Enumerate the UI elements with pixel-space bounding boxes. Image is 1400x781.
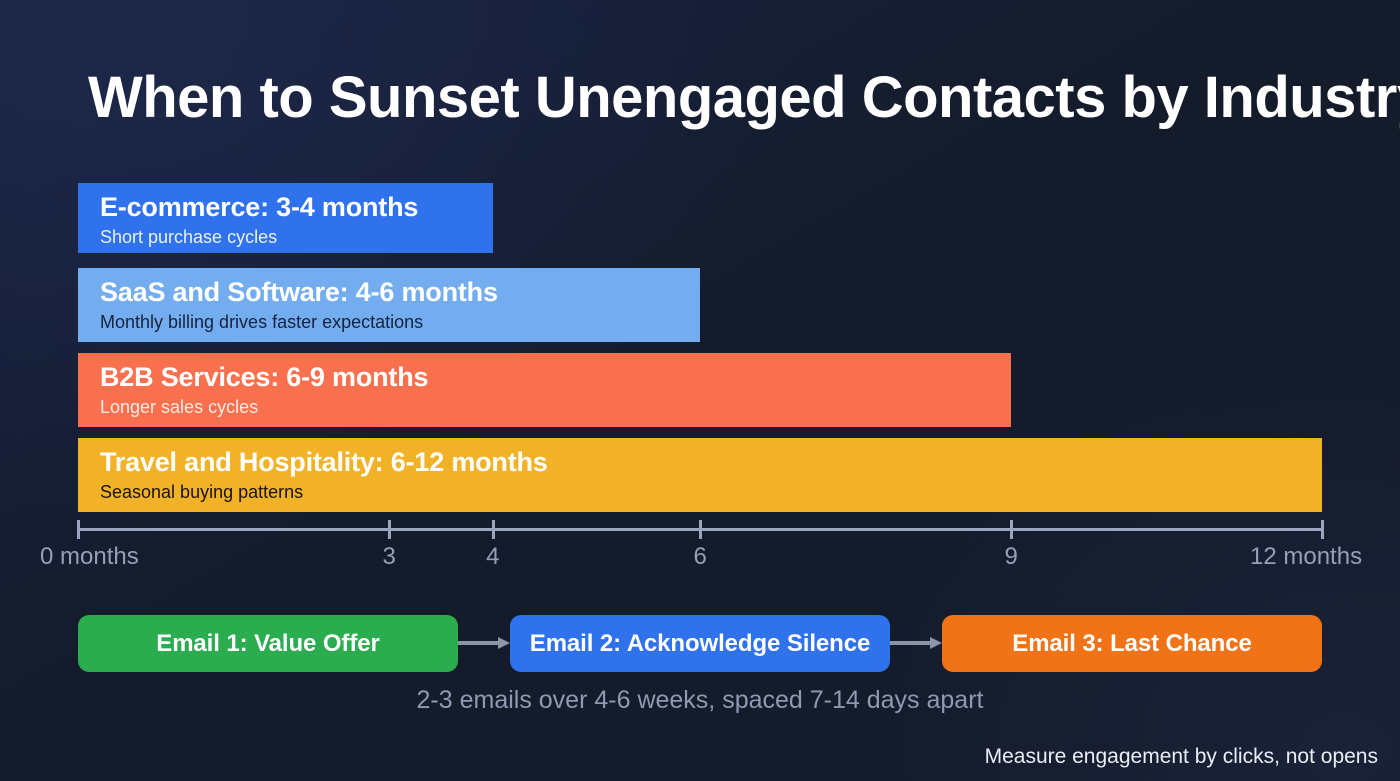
industry-bar-sublabel: Monthly billing drives faster expectatio… [100, 311, 424, 332]
footnote: Measure engagement by clicks, not opens [984, 745, 1378, 768]
timeline-axis [77, 520, 1324, 539]
industry-bar: Travel and Hospitality: 6-12 months Seaso… [78, 438, 1322, 512]
email-step-pill[interactable]: Email 2: Acknowledge Silence [510, 615, 890, 672]
sequence-arrow-icon [458, 637, 510, 649]
axis-tick [1010, 520, 1013, 539]
axis-tick [491, 520, 495, 539]
axis-tick [77, 520, 80, 539]
axis-tick-label: 6 [693, 543, 707, 570]
industry-bar-sublabel: Seasonal buying patterns [100, 481, 304, 502]
axis-tick-label: 3 [382, 543, 396, 570]
email-step-pill[interactable]: Email 1: Value Offer [78, 615, 458, 672]
industry-bar-label: Travel and Hospitality: 6-12 months [100, 447, 548, 477]
industry-bar-label: E-commerce: 3-4 months [100, 192, 419, 222]
axis-tick [699, 520, 702, 539]
industry-bar-sublabel: Longer sales cycles [100, 396, 259, 417]
industry-bar-label: B2B Services: 6-9 months [100, 362, 429, 392]
industry-bar-sublabel: Short purchase cycles [100, 226, 278, 247]
email-step-pill[interactable]: Email 3: Last Chance [942, 615, 1322, 672]
axis-tick-label: 9 [1004, 543, 1018, 570]
industry-bar: B2B Services: 6-9 months Longer sales cyc… [78, 353, 1011, 427]
axis-tick [1321, 520, 1324, 539]
industry-bar: E-commerce: 3-4 months Short purchase cyc… [78, 183, 493, 253]
email-sequence: Email 1: Value Offer Email 2: Acknowledge… [0, 615, 1400, 673]
axis-tick [388, 520, 391, 539]
axis-tick-label: 4 [486, 543, 500, 570]
industry-bar: SaaS and Software: 4-6 months Monthly bil… [78, 268, 700, 342]
axis-tick-label: 12 months [1250, 543, 1363, 570]
page-title: When to Sunset Unengaged Contacts by Ind… [88, 65, 1400, 130]
axis-tick-label: 0 months [40, 543, 139, 570]
sequence-arrow-icon [890, 637, 942, 649]
sequence-caption: 2-3 emails over 4-6 weeks, spaced 7-14 d… [416, 686, 984, 714]
industry-bar-label: SaaS and Software: 4-6 months [100, 277, 498, 307]
